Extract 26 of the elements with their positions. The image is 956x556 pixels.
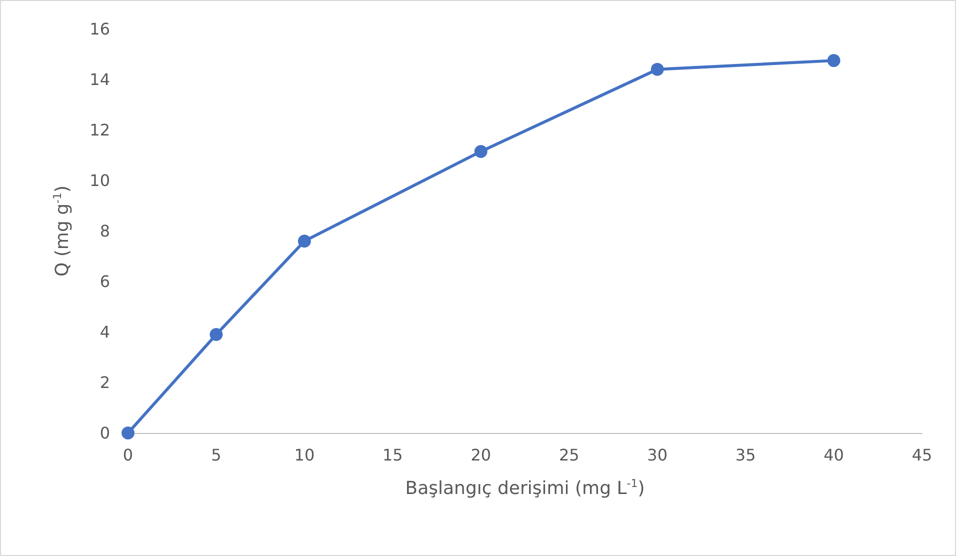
point: [210, 328, 223, 342]
y-tick-label: 2: [100, 373, 110, 392]
point: [474, 144, 488, 158]
y-tick-label: 0: [100, 424, 110, 442]
y-tick-label: 16: [90, 20, 110, 38]
y-tick-label: 6: [100, 272, 110, 291]
point: [650, 62, 664, 76]
point: [827, 54, 840, 68]
point: [298, 234, 311, 248]
x-tick-label: 40: [824, 446, 844, 464]
x-tick-label: 0: [122, 446, 134, 464]
x-tick-label: 25: [558, 446, 580, 464]
x-tick-label: 10: [294, 446, 315, 464]
x-tick-label: 35: [735, 446, 756, 464]
y-tick-label: 12: [90, 120, 110, 140]
x-tick-label: 15: [382, 446, 403, 464]
y-tick-label: 10: [90, 171, 110, 190]
point: [122, 426, 134, 440]
x-tick-label: 45: [912, 446, 932, 464]
y-tick-label: 14: [90, 70, 110, 89]
x-tick-label: 20: [470, 446, 492, 464]
x-tick-label: 30: [647, 446, 668, 464]
y-tick-label: 4: [100, 322, 110, 342]
y-tick-label: 8: [100, 222, 110, 240]
x-tick-label: 5: [211, 446, 222, 464]
y-axis-title: Q (mg g-1): [51, 185, 73, 277]
